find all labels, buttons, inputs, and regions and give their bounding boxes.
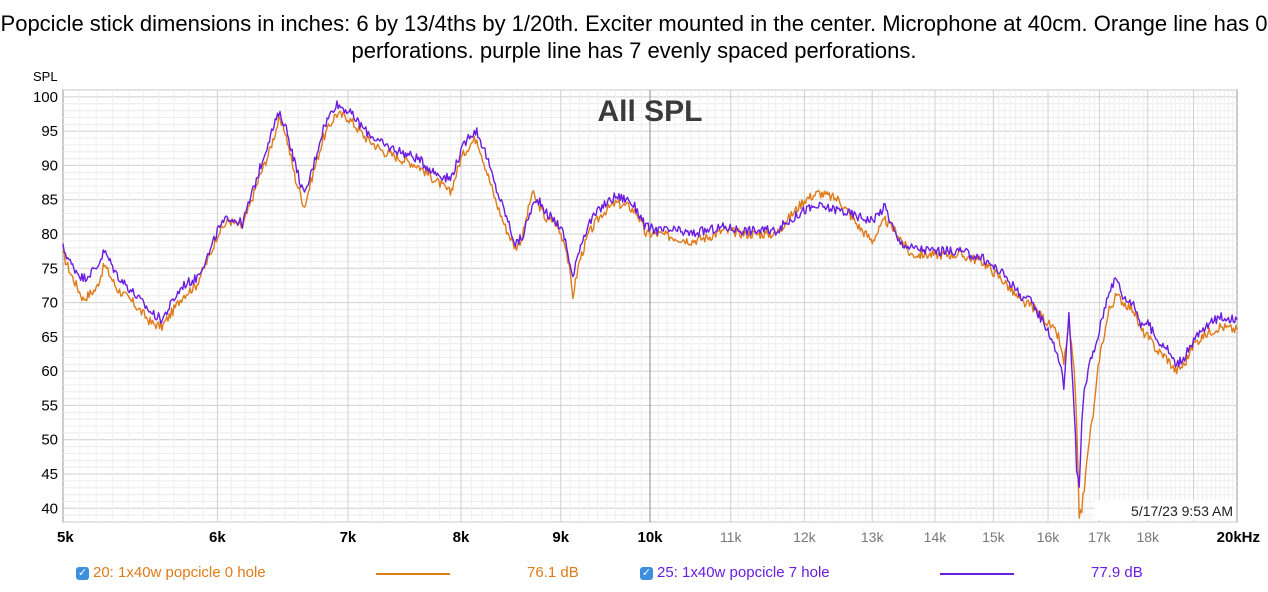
y-tick-label: 100 bbox=[33, 89, 58, 106]
legend-series-name-orange: 20: 1x40w popcicle 0 hole bbox=[93, 564, 266, 581]
x-tick-label: 7k bbox=[340, 529, 357, 546]
chart-title-banner: Popcicle stick dimensions in inches: 6 b… bbox=[0, 11, 1268, 63]
y-tick-label: 80 bbox=[41, 226, 58, 243]
timestamp-bg bbox=[1094, 500, 1236, 520]
x-tick-labels: 5k 6k 7k 8k 9k 10k 20kHz 11k 12k 13k 14k 15k 16k 17k 1… bbox=[57, 529, 1260, 546]
plot-title: All SPL bbox=[597, 95, 702, 128]
x-tick-label: 18k bbox=[1136, 529, 1160, 545]
grid-lines bbox=[63, 89, 1237, 523]
y-tick-label: 55 bbox=[41, 397, 58, 414]
x-tick-label: 5k bbox=[57, 529, 74, 546]
x-tick-label: 13k bbox=[861, 529, 885, 545]
y-tick-label: 60 bbox=[41, 363, 58, 380]
legend-checkbox-orange[interactable]: ✓ bbox=[76, 567, 89, 580]
x-tick-label: 17k bbox=[1088, 529, 1112, 545]
y-tick-label: 75 bbox=[41, 260, 58, 277]
y-tick-label: 70 bbox=[41, 295, 58, 312]
x-tick-label: 20kHz bbox=[1217, 529, 1260, 546]
y-tick-labels: 40 45 50 55 60 65 70 75 80 85 90 95 100 bbox=[33, 89, 58, 517]
series-lines bbox=[62, 100, 1238, 519]
y-tick-label: 90 bbox=[41, 157, 58, 174]
x-tick-label: 10k bbox=[637, 529, 663, 546]
y-tick-label: 40 bbox=[41, 500, 58, 517]
x-tick-label: 9k bbox=[552, 529, 569, 546]
y-tick-label: 85 bbox=[41, 192, 58, 209]
legend-level-purple: 77.9 dB bbox=[1091, 564, 1143, 581]
y-axis-label: SPL bbox=[33, 69, 58, 84]
x-tick-label: 15k bbox=[982, 529, 1006, 545]
legend-swatch-purple bbox=[940, 573, 1014, 575]
y-tick-label: 65 bbox=[41, 329, 58, 346]
timestamp: 5/17/23 9:53 AM bbox=[1131, 503, 1233, 519]
x-tick-label: 6k bbox=[209, 529, 226, 546]
series-line-purple bbox=[62, 100, 1238, 488]
x-tick-label: 14k bbox=[924, 529, 948, 545]
x-tick-label: 16k bbox=[1037, 529, 1061, 545]
legend-checkbox-purple[interactable]: ✓ bbox=[640, 567, 653, 580]
y-tick-label: 95 bbox=[41, 123, 58, 140]
x-tick-label: 12k bbox=[793, 529, 817, 545]
y-tick-label: 45 bbox=[41, 466, 58, 483]
y-tick-label: 50 bbox=[41, 432, 58, 449]
legend-series-name-purple: 25: 1x40w popcicle 7 hole bbox=[657, 564, 830, 581]
legend-level-orange: 76.1 dB bbox=[527, 564, 579, 581]
legend-swatch-orange bbox=[376, 573, 450, 575]
x-tick-label: 8k bbox=[453, 529, 470, 546]
x-tick-label: 11k bbox=[720, 529, 743, 545]
